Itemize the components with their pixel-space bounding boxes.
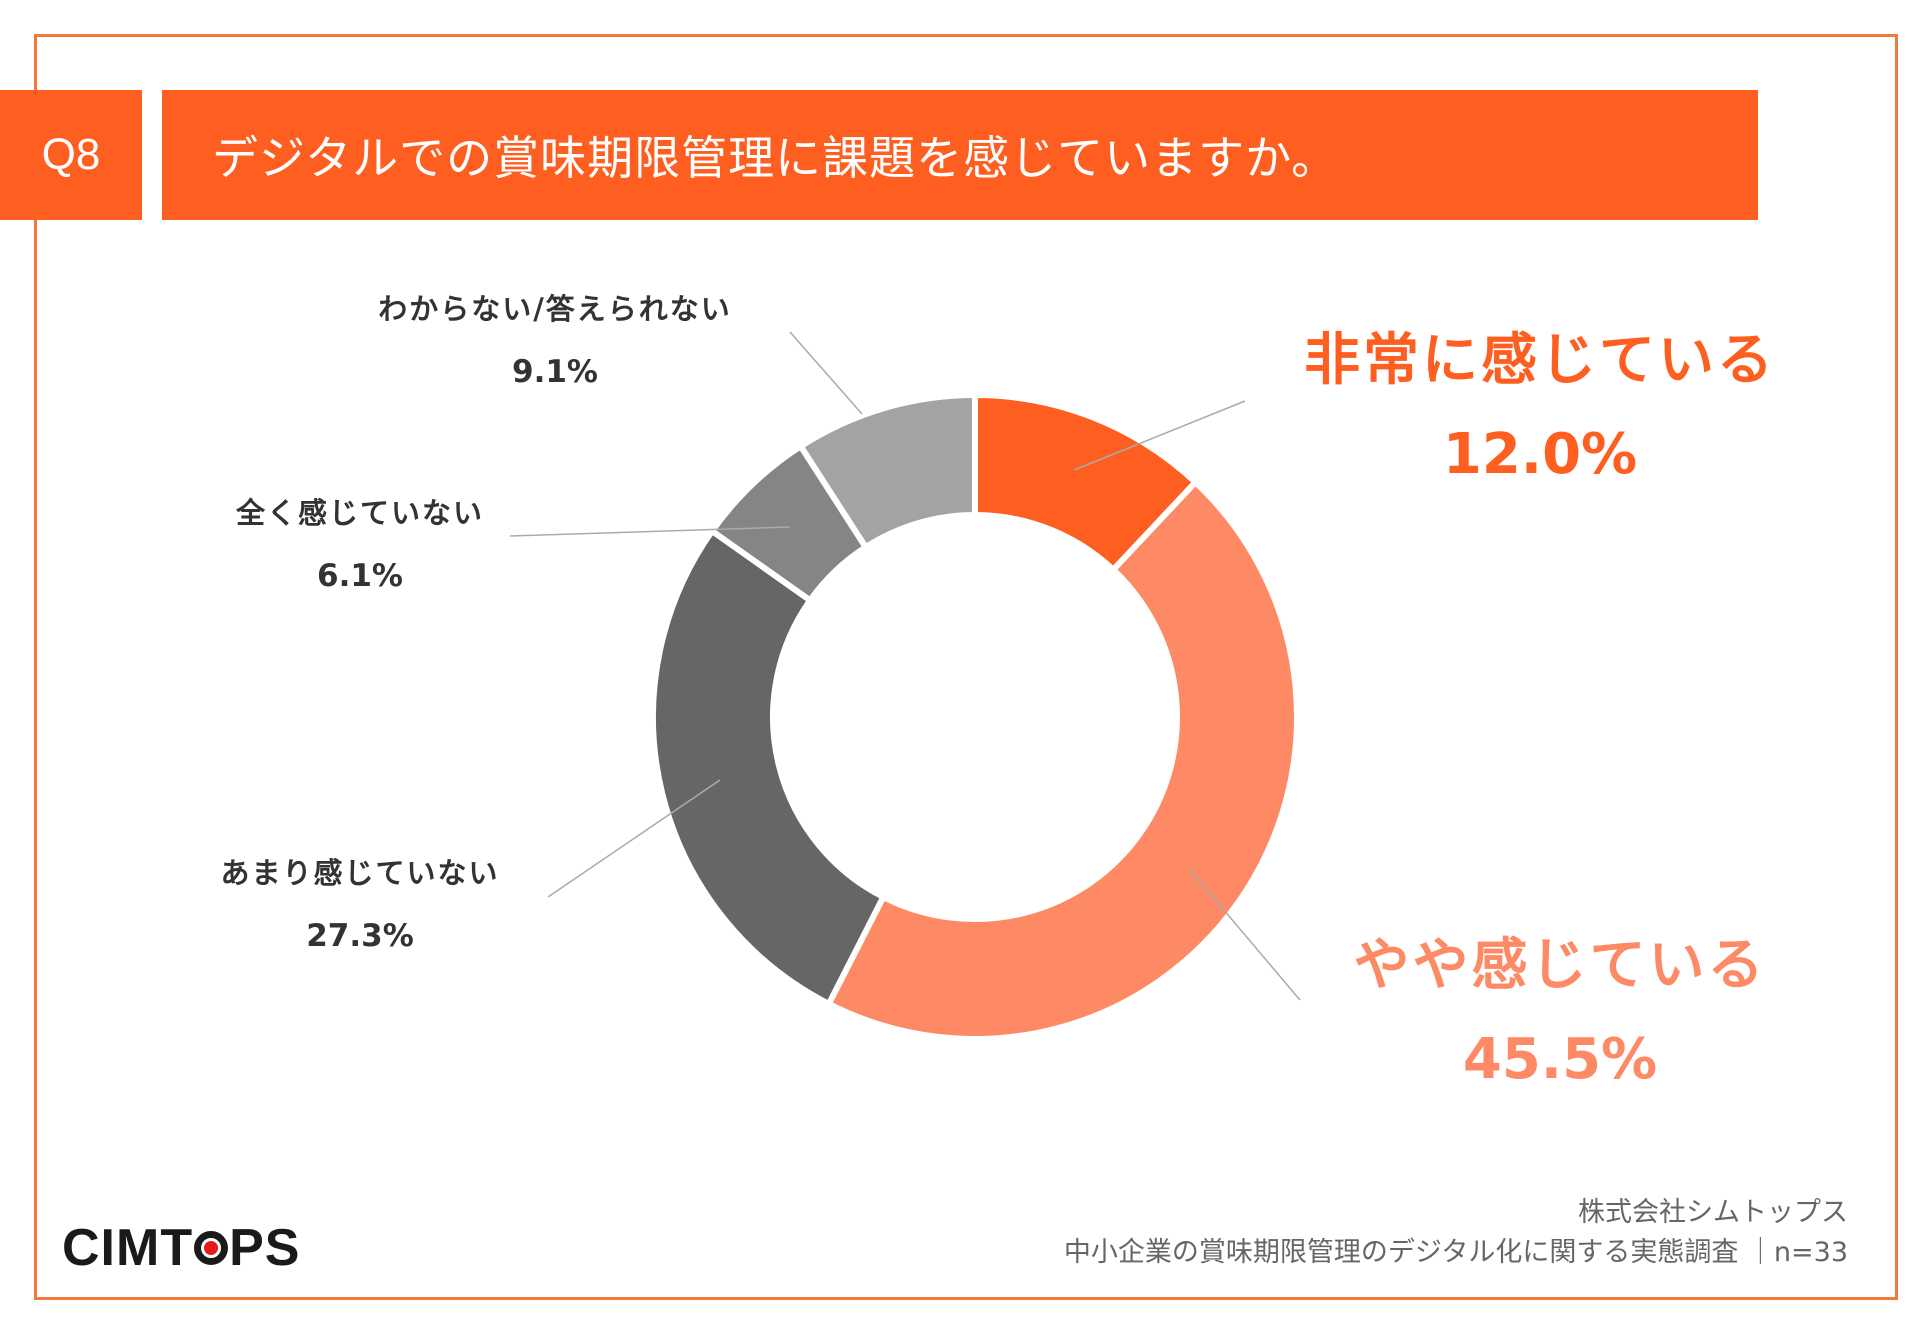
slice-value-not-much: 27.3% — [306, 918, 414, 954]
question-text: デジタルでの賞味期限管理に課題を感じていますか。 — [212, 131, 1339, 185]
slice-label-not-at-all: 全く感じていない 6.1% — [180, 490, 540, 594]
source-note: 株式会社シムトップス 中小企業の賞味期限管理のデジタル化に関する実態調査 ｜n=… — [1064, 1193, 1848, 1273]
leader-line-slice-2 — [547, 779, 721, 898]
slice-label-not-much: あまり感じていない 27.3% — [180, 850, 540, 954]
question-title-bar: デジタルでの賞味期限管理に課題を感じていますか。 — [162, 90, 1758, 220]
donut-slice-not-much — [650, 526, 888, 1008]
slice-value-unknown: 9.1% — [512, 354, 598, 390]
logo-text-left: CIMT — [62, 1219, 194, 1277]
question-number: Q8 — [41, 130, 101, 179]
donut-slices — [650, 391, 1300, 1042]
slice-name-somewhat: やや感じている — [1353, 933, 1767, 998]
slice-label-very: 非常に感じている 12.0% — [1270, 315, 1810, 487]
leader-line-slice-3 — [509, 526, 791, 537]
survey-name: 中小企業の賞味期限管理のデジタル化に関する実態調査 ｜n=33 — [1063, 1237, 1848, 1268]
donut-slice-unknown — [796, 391, 978, 552]
slice-name-not-at-all: 全く感じていない — [235, 496, 484, 530]
slice-label-somewhat: やや感じている 45.5% — [1290, 920, 1830, 1092]
slice-name-not-much: あまり感じていない — [220, 856, 500, 890]
slice-name-unknown: わからない/答えられない — [378, 292, 732, 326]
leader-lines — [509, 331, 1301, 1001]
slice-label-unknown: わからない/答えられない 9.1% — [330, 286, 780, 390]
slice-value-not-at-all: 6.1% — [317, 558, 403, 594]
logo-text-right: PS — [229, 1219, 301, 1277]
question-number-badge: Q8 — [0, 90, 142, 220]
slice-value-very: 12.0% — [1442, 422, 1638, 487]
logo-dot-icon — [194, 1231, 229, 1265]
leader-line-slice-1 — [1189, 869, 1301, 1001]
leader-line-slice-4 — [789, 331, 863, 415]
slice-name-very: 非常に感じている — [1304, 328, 1776, 393]
company-name: 株式会社シムトップス — [1578, 1197, 1848, 1228]
page-frame — [34, 34, 1898, 1300]
leader-line-slice-0 — [1073, 400, 1246, 471]
slice-value-somewhat: 45.5% — [1462, 1027, 1658, 1092]
donut-slice-somewhat — [824, 478, 1300, 1042]
company-logo: CIMT PS — [62, 1218, 300, 1278]
